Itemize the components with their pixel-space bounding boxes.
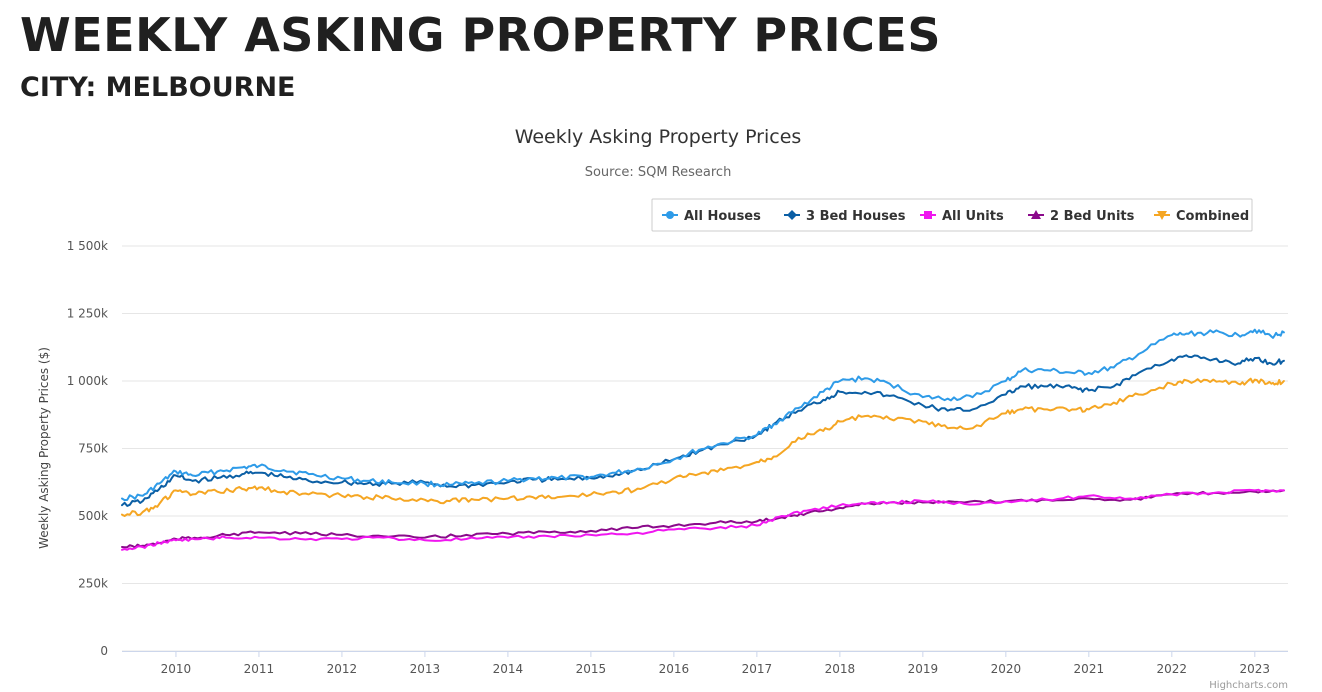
legend-item-all-houses[interactable]: All Houses	[662, 209, 761, 224]
y-tick-label: 250k	[78, 577, 108, 591]
legend-box	[651, 198, 1253, 232]
legend-item-all-units[interactable]: All Units	[920, 209, 1004, 224]
legend: All Houses 3 Bed Houses All Units 2 Bed Uni…	[651, 198, 1253, 232]
grid	[122, 245, 1288, 652]
y-tick-label: 500k	[78, 509, 108, 523]
x-tick-label: 2022	[1157, 662, 1188, 676]
x-tick-label: 2023	[1240, 662, 1271, 676]
legend-marker-square	[924, 211, 932, 219]
legend-label: All Units	[942, 209, 1004, 224]
y-tick-label: 0	[100, 644, 108, 658]
legend-item-3-bed-houses[interactable]: 3 Bed Houses	[784, 209, 906, 224]
x-tick-label: 2012	[327, 662, 358, 676]
x-tick-label: 2016	[659, 662, 690, 676]
x-tick-label: 2021	[1074, 662, 1105, 676]
legend-item-combined[interactable]: Combined	[1154, 209, 1249, 224]
x-tick-label: 2017	[742, 662, 773, 676]
y-axis-title: Weekly Asking Property Prices ($)	[37, 347, 51, 549]
x-tick-label: 2011	[244, 662, 275, 676]
y-tick-label: 750k	[78, 442, 108, 456]
page-title: WEEKLY ASKING PROPERTY PRICES	[20, 8, 941, 62]
y-tick-label: 1 500k	[67, 239, 108, 253]
x-tick-label: 2014	[493, 662, 524, 676]
legend-label: All Houses	[684, 209, 761, 224]
page-subtitle: CITY: MELBOURNE	[20, 72, 296, 103]
legend-marker-circle	[666, 211, 674, 219]
x-tick-label: 2015	[576, 662, 607, 676]
x-tick-label: 2018	[825, 662, 856, 676]
legend-item-2-bed-units[interactable]: 2 Bed Units	[1028, 209, 1135, 224]
y-axis-ticks: 0 250k 500k 750k 1 000k 1 250k 1 500k	[67, 239, 108, 658]
x-axis-ticks: 2010 2011 2012 2013 2014 2015 2016 2017 2018 2019…	[161, 651, 1270, 676]
chart-title: Weekly Asking Property Prices	[515, 126, 802, 148]
x-tick-label: 2013	[410, 662, 441, 676]
legend-label: 3 Bed Houses	[806, 209, 906, 224]
y-tick-label: 1 000k	[67, 374, 108, 388]
series-line-combined[interactable]	[121, 377, 1285, 517]
legend-label: Combined	[1176, 209, 1249, 224]
legend-marker-triangle-down	[1157, 211, 1167, 220]
x-tick-label: 2020	[991, 662, 1022, 676]
legend-marker-diamond	[787, 210, 797, 220]
chart-subtitle: Source: SQM Research	[585, 165, 732, 180]
series-line-all-units[interactable]	[121, 488, 1285, 551]
x-tick-label: 2010	[161, 662, 192, 676]
legend-marker-triangle	[1031, 210, 1041, 219]
series-line-3-bed-houses[interactable]	[121, 354, 1285, 507]
y-tick-label: 1 250k	[67, 307, 108, 321]
credits[interactable]: Highcharts.com	[1209, 680, 1288, 691]
x-tick-label: 2019	[908, 662, 939, 676]
legend-label: 2 Bed Units	[1050, 209, 1135, 224]
series-line-2-bed-units[interactable]	[121, 489, 1285, 549]
series-group	[121, 328, 1285, 551]
series-line-all-houses[interactable]	[121, 328, 1285, 502]
